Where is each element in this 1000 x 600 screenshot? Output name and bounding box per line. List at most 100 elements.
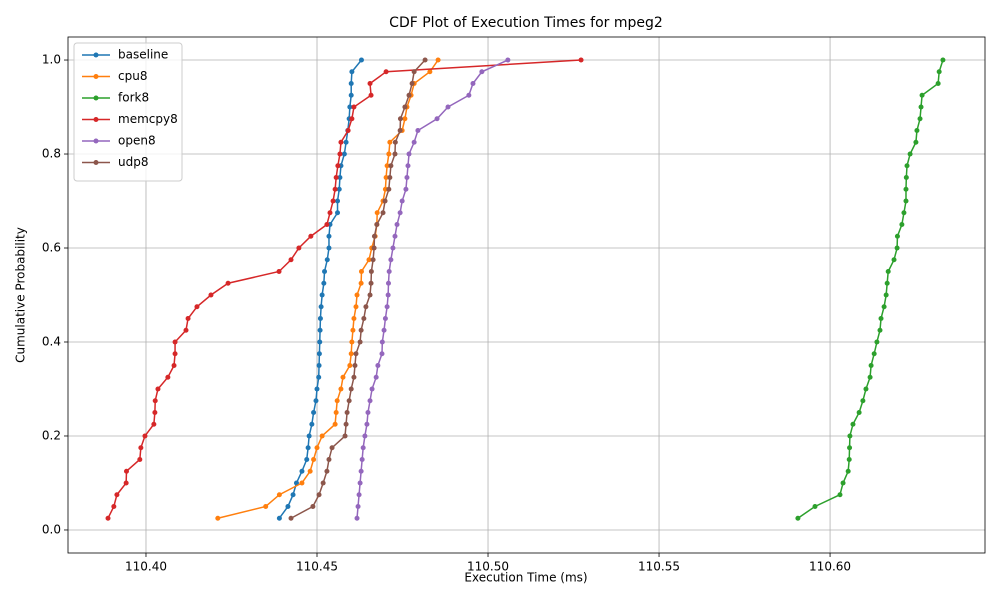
data-point (363, 304, 369, 310)
data-point (578, 57, 584, 63)
data-point (367, 292, 373, 298)
data-point (333, 175, 339, 181)
data-point (324, 222, 330, 228)
x-tick-label: 110.40 (125, 560, 167, 574)
data-point (913, 139, 919, 145)
data-point (332, 421, 338, 427)
data-point (354, 292, 360, 298)
data-point (351, 315, 357, 321)
data-point (338, 139, 344, 145)
data-point (345, 128, 351, 134)
data-point (314, 386, 320, 392)
data-point (263, 503, 269, 509)
data-point (348, 81, 354, 87)
series-line (797, 59, 944, 519)
data-point (388, 257, 394, 263)
data-point (368, 92, 374, 98)
data-point (335, 163, 341, 169)
data-point (309, 421, 315, 427)
data-point (348, 92, 354, 98)
data-point (326, 245, 332, 251)
data-point (350, 327, 356, 333)
data-point (152, 398, 158, 404)
data-point (290, 492, 296, 498)
series-line (278, 59, 363, 519)
y-tick-label: 0.2 (42, 428, 61, 442)
data-point (362, 433, 368, 439)
series-line (356, 59, 509, 519)
data-point (374, 210, 380, 216)
data-point (883, 292, 889, 298)
data-point (359, 456, 365, 462)
data-point (366, 257, 372, 263)
data-point (285, 503, 291, 509)
data-point (863, 386, 869, 392)
data-point (885, 269, 891, 275)
data-point (347, 362, 353, 368)
data-point (386, 151, 392, 157)
data-point (406, 151, 412, 157)
data-point (373, 374, 379, 380)
data-point (387, 139, 393, 145)
data-point (313, 398, 319, 404)
data-point (137, 456, 143, 462)
data-point (846, 456, 852, 462)
data-point (360, 445, 366, 451)
data-point (358, 269, 364, 275)
data-point (479, 69, 485, 75)
data-point (340, 374, 346, 380)
data-point (367, 81, 373, 87)
data-point (183, 327, 189, 333)
data-point (919, 92, 925, 98)
data-point (353, 304, 359, 310)
grid-layer (68, 37, 985, 553)
data-point (341, 151, 347, 157)
data-point (138, 445, 144, 451)
data-point (903, 186, 909, 192)
legend-marker (93, 138, 99, 144)
data-point (397, 210, 403, 216)
data-point (392, 151, 398, 157)
data-point (402, 116, 408, 122)
data-point (940, 57, 946, 63)
axes-layer: 110.40 110.45 110.50 110.55 110.60 0.0 0.2 0.4 0… (42, 53, 851, 574)
data-point (155, 386, 161, 392)
data-point (354, 515, 360, 521)
data-point (334, 398, 340, 404)
data-point (347, 104, 353, 110)
data-point (111, 503, 117, 509)
data-point (877, 327, 883, 333)
data-point (361, 315, 367, 321)
x-tick-label: 110.50 (467, 560, 509, 574)
data-point (411, 69, 417, 75)
data-point (316, 351, 322, 357)
data-point (427, 69, 433, 75)
data-point (324, 257, 330, 263)
data-point (320, 480, 326, 486)
data-point (352, 362, 358, 368)
data-point (342, 433, 348, 439)
legend-label: cpu8 (118, 69, 147, 83)
data-point (403, 186, 409, 192)
data-point (326, 456, 332, 462)
data-point (380, 210, 386, 216)
data-point (346, 398, 352, 404)
data-point (914, 128, 920, 134)
data-point (338, 386, 344, 392)
data-point (874, 339, 880, 345)
data-point (812, 503, 818, 509)
data-point (392, 139, 398, 145)
data-point (299, 480, 305, 486)
data-point (308, 233, 314, 239)
data-point (936, 69, 942, 75)
data-point (405, 163, 411, 169)
legend-marker (93, 74, 99, 79)
legend-label: memcpy8 (118, 112, 178, 126)
data-point (406, 92, 412, 98)
data-point (152, 409, 158, 415)
data-point (335, 210, 341, 216)
data-point (371, 245, 377, 251)
y-tick-label: 0.4 (42, 334, 61, 348)
